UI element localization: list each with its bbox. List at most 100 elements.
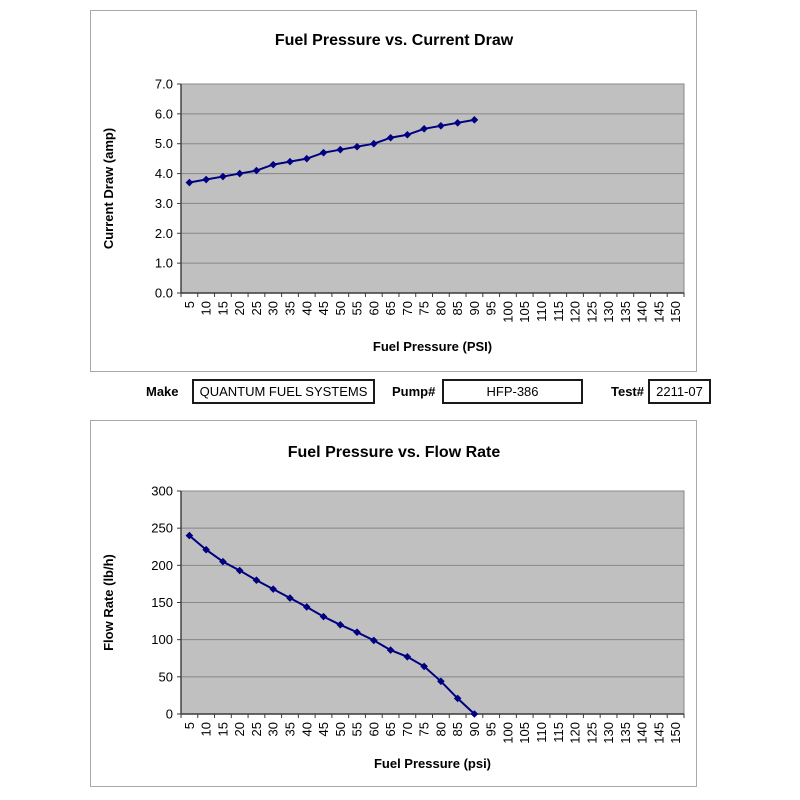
y-tick-label: 300 — [151, 484, 173, 499]
y-axis-title: Current Draw (amp) — [101, 128, 116, 249]
data-point-marker[interactable] — [403, 130, 412, 139]
data-point-marker[interactable] — [302, 154, 311, 163]
pump-number-field[interactable]: HFP-386 — [442, 379, 583, 404]
x-tick-label: 95 — [484, 301, 499, 315]
data-point-marker[interactable] — [185, 178, 194, 187]
x-tick-label: 80 — [433, 722, 448, 736]
x-tick-label: 30 — [266, 301, 281, 315]
data-point-marker[interactable] — [286, 594, 294, 602]
data-point-marker[interactable] — [185, 531, 194, 540]
x-tick-label: 15 — [215, 722, 230, 736]
data-point-marker[interactable] — [202, 545, 210, 554]
x-axis-title: Fuel Pressure (psi) — [374, 756, 491, 771]
x-tick-label: 25 — [249, 722, 264, 736]
data-point-marker[interactable] — [453, 694, 462, 703]
y-tick-label: 4.0 — [155, 166, 173, 181]
data-point-marker[interactable] — [420, 662, 428, 671]
x-tick-label: 115 — [551, 722, 566, 743]
data-point-marker[interactable] — [235, 566, 244, 575]
data-point-marker[interactable] — [336, 621, 345, 629]
x-tick-label: 105 — [517, 301, 532, 323]
y-tick-label: 0 — [166, 707, 173, 722]
data-series-line[interactable] — [188, 534, 476, 715]
y-tick-label: 50 — [159, 669, 173, 684]
x-tick-label: 140 — [635, 722, 650, 744]
data-point-marker[interactable] — [219, 172, 227, 181]
x-tick-label: 60 — [366, 722, 381, 736]
y-tick-label: 100 — [151, 632, 173, 647]
data-point-marker[interactable] — [252, 576, 261, 584]
make-field[interactable]: QUANTUM FUEL SYSTEMS — [192, 379, 375, 404]
x-tick-label: 110 — [534, 301, 549, 322]
data-point-marker[interactable] — [386, 133, 395, 142]
y-tick-label: 7.0 — [155, 77, 173, 92]
x-tick-label: 110 — [534, 722, 549, 743]
data-point-marker[interactable] — [336, 145, 345, 154]
x-tick-label: 145 — [651, 301, 666, 323]
x-tick-label: 40 — [299, 301, 314, 315]
y-tick-label: 2.0 — [155, 226, 173, 241]
x-tick-label: 115 — [551, 301, 566, 322]
y-axis-title: Flow Rate (lb/h) — [101, 554, 116, 651]
x-axis-title: Fuel Pressure (PSI) — [373, 339, 492, 354]
x-tick-label: 65 — [383, 301, 398, 315]
x-tick-label: 130 — [601, 722, 616, 744]
x-tick-label: 50 — [333, 301, 348, 315]
x-tick-label: 65 — [383, 722, 398, 736]
x-tick-label: 35 — [282, 301, 297, 315]
x-tick-label: 130 — [601, 301, 616, 323]
x-tick-label: 15 — [215, 301, 230, 315]
x-tick-label: 35 — [282, 722, 297, 736]
test-number-field[interactable]: 2211-07 — [648, 379, 711, 404]
x-tick-label: 45 — [316, 301, 331, 315]
data-point-marker[interactable] — [386, 646, 395, 654]
data-point-marker[interactable] — [403, 652, 412, 661]
x-tick-label: 125 — [584, 722, 599, 744]
data-point-marker[interactable] — [202, 175, 210, 184]
x-tick-label: 140 — [635, 301, 650, 323]
current-draw-chart-svg: 0.0 1.0 2.0 3.0 4.0 5.0 6.0 7.0 5 10 15 20 25 30 35 40 4… — [101, 32, 685, 354]
pump-number-label: Pump# — [392, 384, 436, 399]
make-label: Make — [146, 384, 179, 399]
x-tick-label: 5 — [182, 722, 197, 729]
y-tick-label: 0.0 — [155, 286, 173, 301]
data-point-marker[interactable] — [269, 160, 278, 169]
x-tick-label: 10 — [199, 722, 214, 736]
data-point-marker[interactable] — [470, 116, 479, 124]
data-point-marker[interactable] — [370, 139, 378, 148]
chart-title: Fuel Pressure vs. Flow Rate — [288, 444, 501, 461]
x-tick-label: 125 — [584, 301, 599, 323]
x-tick-label: 45 — [316, 722, 331, 736]
y-tick-label: 1.0 — [155, 256, 173, 271]
x-tick-label: 100 — [500, 722, 515, 744]
data-point-marker[interactable] — [302, 603, 311, 611]
x-tick-label: 105 — [517, 722, 532, 744]
data-point-marker[interactable] — [319, 612, 328, 621]
y-tick-label: 150 — [151, 595, 173, 610]
x-tick-label: 5 — [182, 301, 197, 308]
y-tick-label: 200 — [151, 558, 173, 573]
data-point-marker[interactable] — [252, 166, 261, 175]
data-point-marker[interactable] — [453, 119, 462, 127]
current-draw-chart[interactable]: 0.0 1.0 2.0 3.0 4.0 5.0 6.0 7.0 5 10 15 20 25 30 35 40 4… — [90, 10, 697, 372]
data-point-marker[interactable] — [420, 124, 428, 133]
data-point-marker[interactable] — [437, 122, 445, 130]
x-tick-label: 20 — [232, 722, 247, 736]
x-tick-label: 55 — [350, 722, 365, 736]
data-point-marker[interactable] — [353, 142, 361, 151]
data-point-marker[interactable] — [219, 557, 227, 566]
x-tick-label: 80 — [433, 301, 448, 315]
data-point-marker[interactable] — [370, 636, 378, 645]
chart-title: Fuel Pressure vs. Current Draw — [275, 32, 514, 49]
data-point-marker[interactable] — [353, 628, 361, 637]
x-tick-label: 40 — [299, 722, 314, 736]
x-tick-label: 50 — [333, 722, 348, 736]
data-point-marker[interactable] — [235, 169, 244, 178]
flow-rate-chart[interactable]: 0 50 100 150 200 250 300 5 10 15 20 25 30 35 40 45 50 55 6… — [90, 420, 697, 787]
data-point-marker[interactable] — [286, 157, 294, 166]
data-point-marker[interactable] — [319, 148, 328, 157]
x-tick-label: 70 — [400, 722, 415, 736]
plot-area[interactable] — [181, 84, 684, 293]
